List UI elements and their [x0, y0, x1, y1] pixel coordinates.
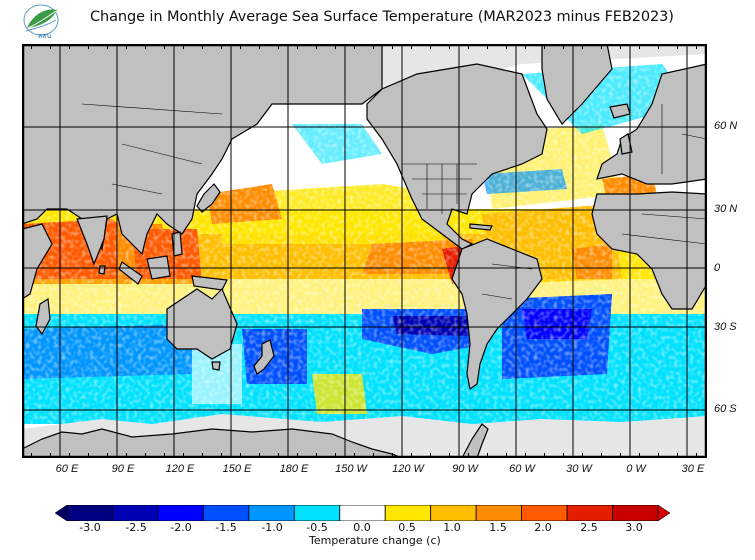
colorbar-tick: 0.0 — [353, 521, 371, 534]
colorbar-cell — [248, 505, 295, 521]
chart-title: Change in Monthly Average Sea Surface Te… — [90, 9, 674, 25]
land-north-america — [366, 63, 548, 250]
land-asia — [22, 44, 383, 256]
colorbar-cell — [384, 505, 432, 521]
colorbar-tick: 0.5 — [398, 521, 416, 534]
land-cuba — [469, 223, 493, 231]
map-frame — [22, 44, 707, 458]
sst-change-map — [22, 44, 707, 458]
lon-label-0w: 0 W — [626, 463, 646, 475]
colorbar-tick: -2.5 — [125, 521, 147, 534]
lon-label-150e: 150 E — [222, 463, 252, 475]
colorbar-cell — [612, 505, 659, 521]
land-africa — [591, 191, 707, 310]
land-british-isles — [619, 133, 633, 155]
lon-label-60w: 60 W — [509, 463, 535, 475]
colorbar-tick: -2.0 — [170, 521, 192, 534]
colorbar-under-arrow — [55, 505, 68, 521]
land-japan — [196, 183, 221, 213]
lon-label-180e: 180 E — [279, 463, 309, 475]
political-borders — [81, 103, 707, 300]
land-greenland — [541, 44, 613, 125]
lon-label-120w: 120 W — [392, 463, 424, 475]
lon-label-30e: 30 E — [681, 463, 705, 475]
colorbar-cell — [430, 505, 477, 521]
colorbar-tick: 1.0 — [443, 521, 461, 534]
colorbar-cell — [202, 505, 250, 521]
lon-label-30w: 30 W — [566, 463, 592, 475]
lat-label-0: 0 — [714, 262, 721, 274]
colorbar-tick: 1.5 — [489, 521, 507, 534]
colorbar — [55, 505, 670, 521]
colorbar-cell — [66, 505, 113, 521]
colorbar-tick: -1.0 — [261, 521, 283, 534]
colorbar-cell — [566, 505, 613, 521]
colorbar-cell — [475, 505, 523, 521]
land-tasmania — [211, 361, 221, 371]
colorbar-cells — [66, 505, 659, 521]
land-india — [76, 215, 108, 266]
land-east-africa — [22, 223, 53, 300]
land-south-america — [451, 238, 543, 391]
logo-text: สสน — [38, 32, 52, 40]
land-antarctic-peninsula — [461, 423, 489, 458]
lon-label-150w: 150 W — [335, 463, 367, 475]
colorbar-tick: -1.5 — [215, 521, 237, 534]
lon-label-90w: 90 W — [452, 463, 478, 475]
graticule — [22, 44, 707, 458]
colorbar-cell — [293, 505, 341, 521]
colorbar-tick: 2.0 — [534, 521, 552, 534]
colorbar-tick: -3.0 — [79, 521, 101, 534]
colorbar-cell — [521, 505, 568, 521]
lon-label-120e: 120 E — [165, 463, 195, 475]
colorbar-over-arrow — [657, 505, 670, 521]
organization-logo: สสน — [23, 4, 59, 40]
colorbar-cell — [112, 505, 159, 521]
colorbar-tick: 3.0 — [625, 521, 643, 534]
leaf-wave-logo-icon — [23, 4, 59, 36]
land-new-zealand — [253, 339, 275, 375]
colorbar-cell — [339, 505, 386, 521]
lat-label-30n: 30 N — [714, 203, 738, 215]
colorbar-cell — [157, 505, 204, 521]
land-sri-lanka — [98, 265, 106, 275]
lon-label-90e: 90 E — [111, 463, 135, 475]
lat-label-30s: 30 S — [714, 321, 737, 333]
lon-label-60e: 60 E — [55, 463, 79, 475]
lat-label-60s: 60 S — [714, 403, 737, 415]
colorbar-tick: -0.5 — [306, 521, 328, 534]
colorbar-label: Temperature change (c) — [309, 534, 441, 547]
colorbar-tick: 2.5 — [580, 521, 598, 534]
lat-label-60n: 60 N — [714, 120, 738, 132]
